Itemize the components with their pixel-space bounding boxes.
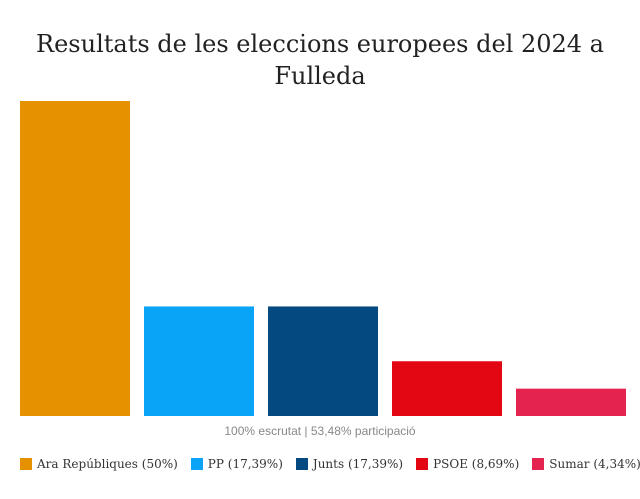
- bar-psoe: [392, 361, 502, 416]
- legend-item: PSOE (8,69%): [416, 457, 519, 471]
- legend-label: PSOE (8,69%): [433, 457, 520, 471]
- legend-item: Ara Repúbliques (50%): [20, 457, 178, 471]
- legend-item: PP (17,39%): [190, 457, 283, 471]
- legend-label: PP (17,39%): [207, 457, 283, 471]
- legend-swatch: [532, 458, 545, 470]
- legend-label: Sumar (4,34%): [549, 457, 640, 471]
- bar-pp: [144, 306, 254, 416]
- legend-swatch: [295, 458, 308, 470]
- legend-item: Junts (17,39%): [295, 457, 404, 471]
- legend-label: Ara Repúbliques (50%): [37, 457, 178, 471]
- chart-subtitle: 100% escrutat | 53,48% participació: [224, 424, 416, 438]
- chart-title: Resultats de les eleccions europees del …: [36, 30, 604, 90]
- legend-swatch: [190, 458, 203, 470]
- chart-legend: Ara Repúbliques (50%) PP (17,39%) Junts (1…: [20, 457, 640, 471]
- legend-label: Junts (17,39%): [312, 457, 404, 471]
- bar-ara-rep-bliques: [20, 101, 130, 416]
- legend-swatch: [416, 458, 429, 470]
- bar-sumar: [516, 388, 626, 416]
- legend-swatch: [20, 458, 32, 470]
- bar-junts: [268, 306, 378, 416]
- legend-item: Sumar (4,34%): [532, 457, 640, 471]
